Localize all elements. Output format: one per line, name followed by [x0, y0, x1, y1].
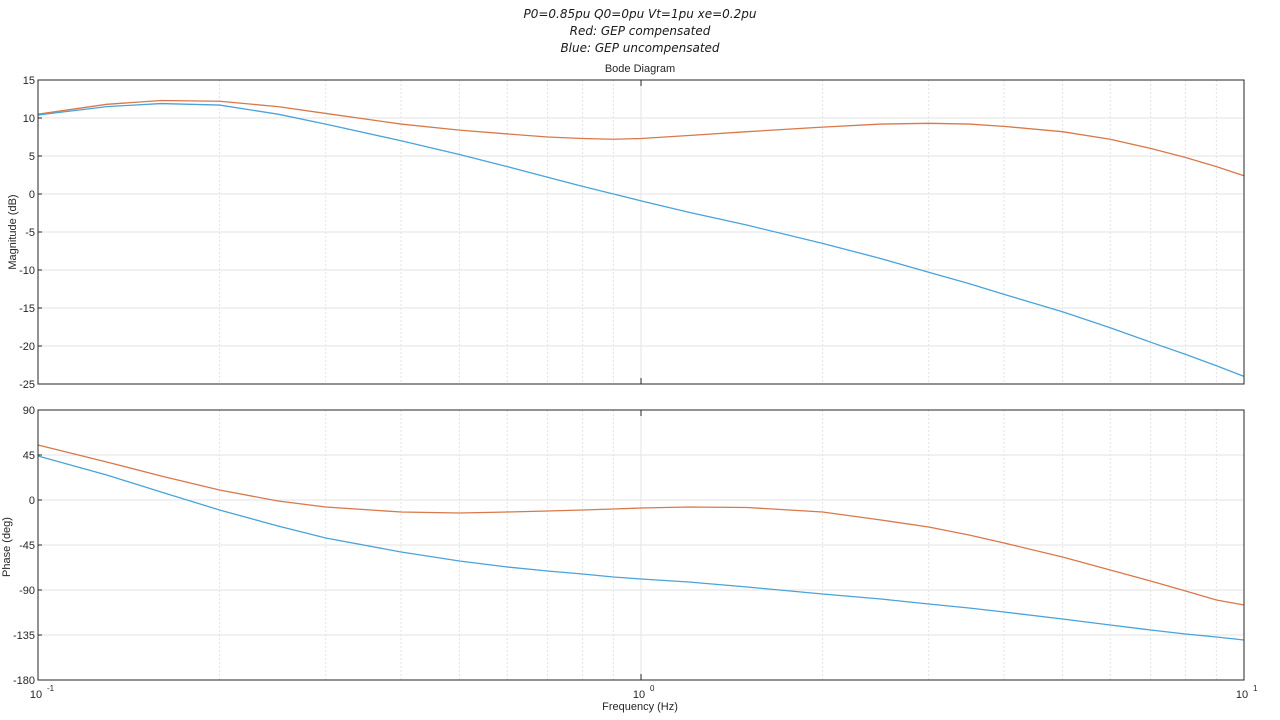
x-tick-label: 10	[1236, 689, 1248, 701]
header-line-compensated-legend: Red: GEP compensated	[569, 24, 711, 38]
phase-axis-label: Phase (deg)	[1, 517, 13, 577]
magnitude-ytick-label: 10	[23, 113, 35, 125]
header-line-conditions: P0=0.85pu Q0=0pu Vt=1pu xe=0.2pu	[523, 7, 757, 21]
magnitude-ytick-label: -15	[19, 303, 35, 315]
phase-ytick-label: -135	[13, 630, 35, 642]
magnitude-axes-box	[37, 79, 1245, 385]
phase-ytick-label: -90	[19, 585, 35, 597]
phase-uncompensated-line	[37, 455, 1245, 641]
magnitude-ytick-label: -20	[19, 341, 35, 353]
magnitude-ytick-label: 5	[29, 151, 35, 163]
magnitude-uncompensated-line	[37, 102, 1245, 378]
x-tick-exponent: 0	[650, 684, 655, 693]
phase-panel: 90 45 0 -45 -90 -135 -180	[13, 405, 1245, 687]
x-tick-label: 10	[30, 689, 42, 701]
magnitude-compensated-line	[37, 99, 1245, 177]
phase-ytick-label: -45	[19, 540, 35, 552]
magnitude-axis-label: Magnitude (dB)	[7, 194, 19, 269]
magnitude-ytick-label: -25	[19, 379, 35, 391]
magnitude-ytick-label: 0	[29, 189, 35, 201]
x-tick-exponent: -1	[47, 684, 55, 693]
phase-compensated-line	[37, 444, 1245, 606]
frequency-axis-label: Frequency (Hz)	[602, 701, 678, 713]
magnitude-ytick-label: 15	[23, 75, 35, 87]
magnitude-panel: 15 10 5 0 -5 -10 -15 -20 -25	[19, 75, 1245, 391]
phase-axes-box	[37, 409, 1245, 681]
magnitude-ytick-label: -5	[25, 227, 35, 239]
x-tick-label: 10	[633, 689, 645, 701]
phase-ytick-label: 45	[23, 450, 35, 462]
header-line-uncompensated-legend: Blue: GEP uncompensated	[560, 41, 720, 55]
phase-ytick-label: 90	[23, 405, 35, 417]
x-tick-exponent: 1	[1253, 684, 1258, 693]
phase-ytick-label: 0	[29, 495, 35, 507]
magnitude-ytick-label: -10	[19, 265, 35, 277]
chart-title: Bode Diagram	[605, 63, 675, 75]
phase-ytick-label: -180	[13, 675, 35, 687]
